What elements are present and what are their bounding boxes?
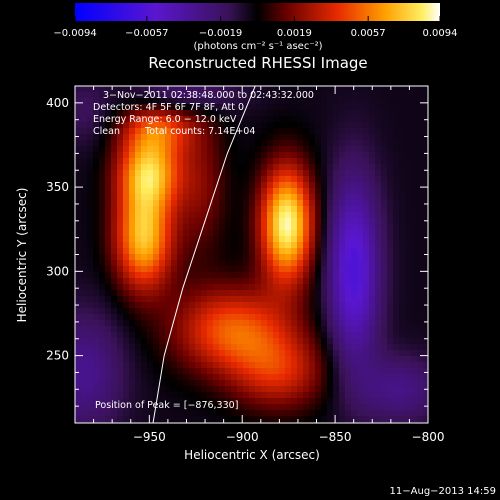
solar-limb-line bbox=[152, 86, 256, 423]
annotation-detectors: Detectors: 4F 5F 6F 7F 8F, Att 0 bbox=[93, 102, 244, 113]
y-tick-label: 400 bbox=[46, 96, 69, 110]
annotation-energy-range: Energy Range: 6.0 − 12.0 keV bbox=[93, 114, 237, 125]
colorbar-tick-label: 0.0019 bbox=[277, 28, 312, 39]
y-tick-label: 250 bbox=[46, 349, 69, 363]
annotation-total-counts: Total counts: 7.14E+04 bbox=[144, 126, 255, 137]
footer-timestamp: 11−Aug−2013 14:59 bbox=[390, 486, 496, 497]
annotation-date-range: 3−Nov−2011 02:38:48.000 to 02:43:32.000 bbox=[103, 90, 314, 101]
x-axis-label: Heliocentric X (arcsec) bbox=[184, 448, 320, 462]
chart-title: Reconstructed RHESSI Image bbox=[148, 54, 367, 72]
colorbar-unit-label: (photons cm⁻² s⁻¹ asec⁻²) bbox=[193, 41, 322, 52]
colorbar bbox=[75, 3, 440, 21]
x-tick-label: −850 bbox=[319, 430, 352, 444]
colorbar-axis: −0.0094 −0.0057 −0.0019 0.0019 0.0057 0.0094 bbox=[53, 16, 458, 39]
colorbar-tick-label: −0.0019 bbox=[199, 28, 242, 39]
x-tick-label: −950 bbox=[133, 430, 166, 444]
plot-axes: −950 −900 −850 −800 250 300 350 400 bbox=[46, 85, 445, 444]
colorbar-tick-label: −0.0057 bbox=[125, 28, 168, 39]
x-tick-label: −800 bbox=[412, 430, 445, 444]
x-tick-label: −900 bbox=[226, 430, 259, 444]
colorbar-tick-label: −0.0094 bbox=[53, 28, 96, 39]
colorbar-tick-label: 0.0057 bbox=[351, 28, 386, 39]
y-tick-label: 350 bbox=[46, 180, 69, 194]
annotation-clean: Clean bbox=[93, 126, 120, 137]
y-tick-label: 300 bbox=[46, 264, 69, 278]
annotation-peak-position: Position of Peak = [−876,330] bbox=[95, 400, 238, 411]
heatmap-image bbox=[75, 86, 428, 423]
colorbar-tick-label: 0.0094 bbox=[423, 28, 458, 39]
y-axis-label: Heliocentric Y (arcsec) bbox=[15, 188, 29, 323]
